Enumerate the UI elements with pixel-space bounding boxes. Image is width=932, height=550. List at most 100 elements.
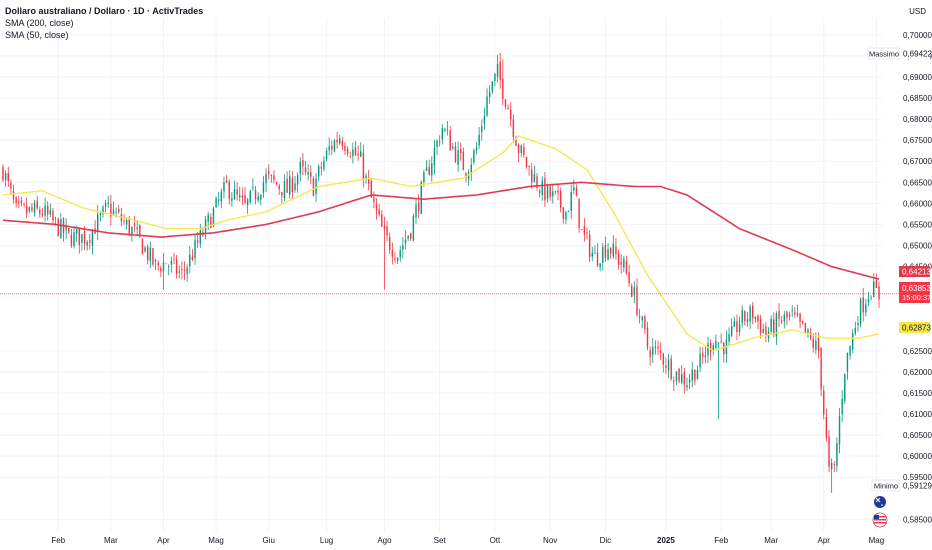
price-tick-label: 0,68000 bbox=[903, 115, 932, 124]
candle-body bbox=[220, 191, 223, 202]
candle-body bbox=[91, 229, 94, 246]
sma50-line bbox=[2, 135, 880, 352]
candle-body bbox=[570, 192, 572, 212]
candle-body bbox=[315, 178, 317, 195]
price-axis[interactable]: 0,700000,695000,690000,685000,680000,675… bbox=[903, 31, 932, 525]
candle-body bbox=[362, 152, 365, 180]
candle-body bbox=[488, 92, 491, 97]
candle-body bbox=[851, 332, 854, 350]
time-tick-label: Apr bbox=[157, 536, 170, 545]
candle-body bbox=[538, 190, 541, 193]
price-tick-label: 0,70000 bbox=[903, 31, 932, 40]
candle-body bbox=[367, 177, 370, 184]
legend-sma200[interactable]: SMA (200, close) bbox=[5, 18, 74, 28]
candle-body bbox=[75, 229, 78, 234]
candle-body bbox=[775, 313, 778, 337]
candle-body bbox=[178, 271, 180, 273]
candle-body bbox=[102, 206, 104, 214]
candle-body bbox=[173, 258, 175, 260]
sma50-badge-value: 0,62873 bbox=[902, 324, 931, 333]
candle-body bbox=[370, 181, 373, 198]
chart-legend: Dollaro australiano / Dollaro · 1D · Act… bbox=[5, 5, 203, 41]
candle-body bbox=[44, 205, 46, 216]
candle-body bbox=[638, 316, 641, 318]
candle-body bbox=[123, 221, 125, 223]
candle-body bbox=[144, 247, 146, 252]
sma200-line bbox=[2, 181, 880, 280]
candle-body bbox=[812, 338, 814, 348]
candle-body bbox=[678, 368, 680, 382]
candle-body bbox=[583, 226, 586, 234]
candle-body bbox=[49, 210, 52, 215]
candle-body bbox=[549, 186, 551, 197]
candle-body bbox=[452, 146, 454, 149]
candle-body bbox=[112, 209, 115, 215]
time-tick-label: Ott bbox=[490, 536, 501, 545]
candle-body bbox=[125, 220, 128, 225]
candle-body bbox=[283, 181, 286, 199]
au-flag-icon[interactable] bbox=[874, 496, 886, 508]
candle-body bbox=[286, 178, 288, 193]
badge-layer: Massimo 0,69422 0,64213 0,63853 15:00:37… bbox=[867, 47, 932, 492]
time-tick-label: Apr bbox=[818, 536, 831, 545]
candle-body bbox=[260, 194, 262, 200]
candle-body bbox=[417, 202, 420, 212]
candle-body bbox=[496, 63, 499, 77]
us-flag-icon[interactable] bbox=[872, 512, 888, 528]
candle-body bbox=[633, 287, 636, 296]
candle-body bbox=[360, 151, 362, 157]
candle-body bbox=[383, 225, 386, 230]
candle-body bbox=[736, 321, 738, 333]
candle-body bbox=[581, 229, 583, 230]
candle-body bbox=[41, 213, 44, 216]
candle-body bbox=[273, 175, 275, 180]
candle-body bbox=[207, 214, 209, 222]
candle-body bbox=[320, 166, 323, 169]
candle-body bbox=[665, 365, 667, 368]
candle-body bbox=[186, 267, 188, 274]
time-axis[interactable]: Feb Mar Apr Mag Giu Lug Ago Set Ott Nov Dic 2025 Feb… bbox=[51, 536, 884, 545]
candle-body bbox=[78, 229, 81, 246]
candle-body bbox=[841, 399, 843, 415]
price-tick-label: 0,61000 bbox=[903, 410, 932, 419]
candle-body bbox=[865, 304, 867, 313]
candle-body bbox=[820, 347, 822, 389]
candle-body bbox=[523, 147, 525, 155]
legend-sma50[interactable]: SMA (50, close) bbox=[5, 30, 69, 40]
candle-body bbox=[415, 204, 417, 218]
candle-body bbox=[744, 310, 746, 322]
time-tick-label: Giu bbox=[262, 536, 274, 545]
candle-body bbox=[181, 269, 183, 271]
candle-body bbox=[546, 184, 549, 200]
candle-body bbox=[325, 150, 328, 160]
candle-body bbox=[746, 319, 749, 322]
price-tick-label: 0,62000 bbox=[903, 368, 932, 377]
candle-body bbox=[107, 202, 109, 205]
candle-body bbox=[420, 182, 422, 214]
candle-body bbox=[675, 371, 678, 382]
candle-body bbox=[717, 342, 720, 344]
candle-body bbox=[299, 161, 301, 174]
candle-body bbox=[667, 360, 670, 371]
candle-body bbox=[752, 305, 754, 318]
legend-title[interactable]: Dollaro australiano / Dollaro · 1D · Act… bbox=[5, 6, 204, 16]
candle-body bbox=[562, 207, 565, 219]
candle-body bbox=[25, 205, 28, 214]
candle-body bbox=[252, 187, 254, 189]
sma200-badge-value: 0,64213 bbox=[902, 268, 931, 277]
candle-body bbox=[486, 96, 488, 116]
candle-body bbox=[844, 374, 846, 401]
candle-body bbox=[31, 206, 33, 211]
candle-body bbox=[212, 208, 215, 226]
massimo-value-bg bbox=[900, 48, 930, 59]
candle-body bbox=[270, 174, 273, 177]
candle-body bbox=[210, 216, 212, 228]
candle-body bbox=[762, 329, 764, 334]
candle-body bbox=[328, 146, 330, 151]
candle-body bbox=[567, 211, 570, 213]
candle-body bbox=[786, 311, 788, 318]
candle-body bbox=[128, 218, 130, 235]
massimo-value: 0,69422 bbox=[903, 50, 932, 59]
candle-body bbox=[778, 310, 780, 319]
